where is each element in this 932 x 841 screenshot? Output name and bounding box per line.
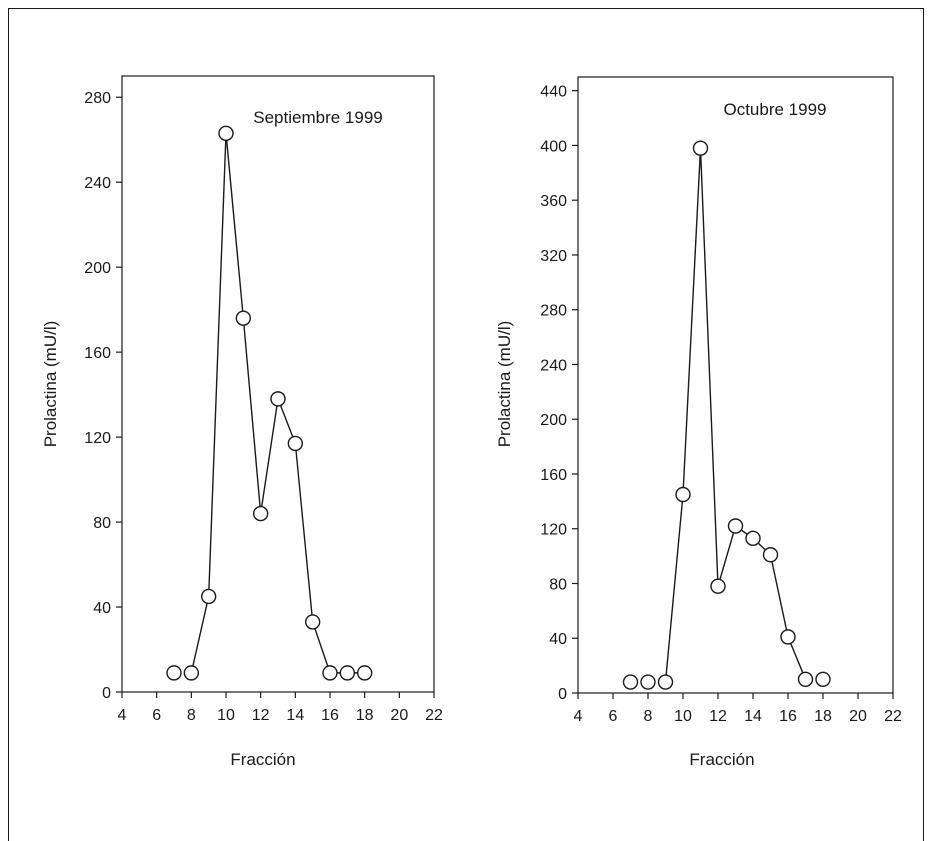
chart-octubre-1999: Octubre 1999 Fracción Prolactina (mU/l) …: [495, 76, 902, 769]
x-ticks-left: 4 6 8 10 12 14 16 18 20 22: [118, 692, 443, 724]
series-segment-left-7: [294, 443, 314, 622]
data-point-right-13: [727, 518, 744, 534]
data-point-right-10: [675, 486, 691, 503]
series-segment-left-2: [207, 133, 227, 597]
series-segment-left-8: [312, 621, 331, 674]
series-segment-left-5: [259, 398, 279, 514]
data-point-left-11: [235, 310, 252, 326]
x-tick-label-left-20: 20: [390, 707, 408, 724]
figure-border: [8, 8, 924, 841]
plot-area-right: [577, 76, 894, 694]
x-tick-label-left-8: 8: [187, 707, 196, 724]
chart-title-left: Septiembre 1999: [253, 108, 382, 127]
series-segment-right-5: [717, 525, 737, 587]
data-point-left-12: [252, 505, 269, 522]
y-tick-label-right-120: 120: [540, 522, 567, 539]
y-axis-label-right: Prolactina (mU/l): [495, 321, 514, 448]
y-tick-label-left-0: 0: [102, 685, 111, 702]
series-segment-left-3: [225, 133, 245, 319]
x-tick-label-left-10: 10: [217, 707, 235, 724]
x-tick-label-left-6: 6: [152, 707, 161, 724]
x-axis-label-right: Fracción: [689, 750, 754, 769]
series-lines-right: [664, 148, 807, 683]
series-segment-right-4: [699, 148, 719, 587]
x-tick-label-right-22: 22: [884, 708, 902, 725]
data-point-right-12: [710, 578, 726, 594]
x-tick-label-left-22: 22: [425, 707, 443, 724]
x-ticks-right: 4 6 8 10 12 14 16 18 20 22: [574, 693, 902, 725]
data-point-left-9: [200, 588, 217, 605]
series-points-left: [166, 125, 373, 681]
y-ticks-left: 0 40 80 120 160 200 240 280: [84, 90, 122, 702]
x-tick-label-right-14: 14: [744, 708, 762, 725]
y-tick-label-right-280: 280: [540, 303, 567, 320]
x-tick-label-right-6: 6: [609, 708, 618, 725]
series-segment-right-3: [682, 148, 702, 495]
x-tick-label-right-12: 12: [709, 708, 727, 725]
data-point-left-17: [339, 665, 356, 681]
y-tick-label-right-40: 40: [549, 631, 567, 648]
data-point-right-11: [692, 140, 709, 156]
x-tick-label-left-12: 12: [252, 707, 270, 724]
series-points-right: [622, 140, 831, 690]
plot-area-left: [121, 75, 435, 693]
x-tick-label-right-10: 10: [674, 708, 692, 725]
data-point-right-9: [657, 674, 674, 690]
series-segment-right-2: [664, 494, 684, 683]
data-point-right-8: [640, 674, 656, 690]
x-axis-label-left: Fracción: [230, 750, 295, 769]
x-tick-label-left-18: 18: [356, 707, 374, 724]
x-tick-label-left-16: 16: [321, 707, 339, 724]
y-tick-label-right-160: 160: [540, 467, 567, 484]
data-point-left-16: [322, 665, 338, 681]
y-tick-label-left-160: 160: [84, 345, 111, 362]
x-tick-label-right-8: 8: [644, 708, 653, 725]
y-tick-label-right-320: 320: [540, 248, 567, 265]
y-tick-label-left-200: 200: [84, 260, 111, 277]
data-point-left-13: [270, 391, 286, 407]
y-tick-label-left-120: 120: [84, 430, 111, 447]
chart-title-right: Octubre 1999: [723, 100, 826, 119]
y-tick-label-right-80: 80: [549, 576, 567, 593]
x-tick-label-right-4: 4: [574, 708, 583, 725]
x-tick-label-right-18: 18: [814, 708, 832, 725]
series-lines-left: [190, 133, 365, 674]
x-tick-label-right-20: 20: [849, 708, 867, 725]
data-point-left-15: [304, 614, 321, 630]
chart-septiembre-1999: Septiembre 1999 Fracción Prolactina (mU/…: [41, 75, 443, 769]
data-point-right-17: [797, 671, 814, 688]
y-tick-label-right-200: 200: [540, 412, 567, 429]
data-point-right-14: [745, 530, 761, 547]
y-tick-label-left-40: 40: [93, 600, 111, 617]
y-tick-label-right-440: 440: [540, 84, 567, 101]
y-tick-label-right-240: 240: [540, 357, 567, 374]
x-tick-label-right-16: 16: [779, 708, 797, 725]
data-point-left-8: [183, 665, 200, 681]
y-tick-label-left-240: 240: [84, 175, 111, 192]
series-segment-right-8: [769, 554, 789, 638]
y-tick-label-right-400: 400: [540, 138, 567, 155]
data-point-left-10: [218, 125, 234, 142]
data-point-right-15: [762, 547, 779, 563]
x-tick-label-left-4: 4: [118, 707, 127, 724]
series-segment-left-6: [277, 398, 296, 444]
series-segment-left-4: [242, 318, 262, 514]
y-tick-label-left-80: 80: [93, 515, 111, 532]
data-point-right-7: [622, 674, 639, 690]
data-point-right-16: [780, 629, 796, 645]
data-point-left-14: [287, 435, 304, 452]
data-point-left-18: [356, 665, 373, 681]
x-tick-label-left-14: 14: [286, 707, 304, 724]
series-segment-left-1: [190, 596, 210, 674]
data-point-right-18: [815, 671, 831, 688]
y-axis-label-left: Prolactina (mU/l): [41, 321, 60, 448]
y-tick-label-right-0: 0: [558, 686, 567, 703]
data-point-left-7: [166, 665, 182, 681]
y-tick-label-right-360: 360: [540, 193, 567, 210]
y-tick-label-left-280: 280: [84, 90, 111, 107]
y-ticks-right: 0 40 80 120 160 200 240 280 320 360 400 440: [540, 84, 578, 703]
